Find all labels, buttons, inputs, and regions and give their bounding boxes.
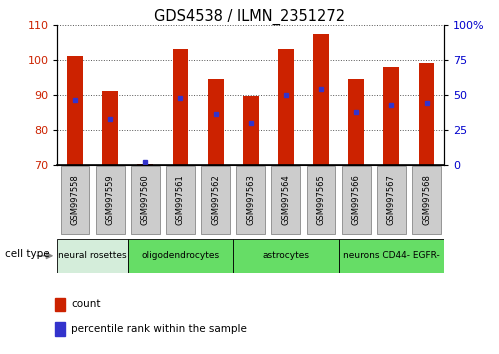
- Text: GSM997568: GSM997568: [422, 175, 431, 225]
- Text: GSM997559: GSM997559: [106, 175, 115, 225]
- Bar: [313, 34, 329, 165]
- Bar: [243, 96, 258, 165]
- Text: GSM997558: GSM997558: [70, 175, 79, 225]
- Bar: [208, 79, 224, 165]
- FancyBboxPatch shape: [233, 239, 339, 273]
- Text: GSM997561: GSM997561: [176, 175, 185, 225]
- Text: GSM997565: GSM997565: [316, 175, 325, 225]
- Bar: [102, 91, 118, 165]
- FancyBboxPatch shape: [377, 166, 406, 234]
- FancyBboxPatch shape: [412, 166, 441, 234]
- Text: cell type: cell type: [5, 249, 49, 259]
- Text: neurons CD44- EGFR-: neurons CD44- EGFR-: [343, 251, 440, 260]
- Text: percentile rank within the sample: percentile rank within the sample: [71, 324, 247, 334]
- Bar: [278, 49, 294, 165]
- FancyBboxPatch shape: [237, 166, 265, 234]
- Text: GDS4538 / ILMN_2351272: GDS4538 / ILMN_2351272: [154, 9, 345, 25]
- Text: GSM997562: GSM997562: [211, 175, 220, 225]
- Bar: [419, 63, 435, 165]
- FancyBboxPatch shape: [131, 166, 160, 234]
- Bar: [348, 79, 364, 165]
- FancyBboxPatch shape: [57, 239, 128, 273]
- FancyBboxPatch shape: [128, 239, 233, 273]
- Text: oligodendrocytes: oligodendrocytes: [141, 251, 220, 260]
- Bar: [55, 297, 65, 311]
- FancyBboxPatch shape: [166, 166, 195, 234]
- FancyBboxPatch shape: [96, 166, 125, 234]
- Bar: [55, 322, 65, 336]
- Text: GSM997560: GSM997560: [141, 175, 150, 225]
- FancyBboxPatch shape: [60, 166, 89, 234]
- Text: neural rosettes: neural rosettes: [58, 251, 127, 260]
- Bar: [67, 56, 83, 165]
- Bar: [173, 49, 188, 165]
- Text: GSM997563: GSM997563: [246, 175, 255, 225]
- Text: GSM997564: GSM997564: [281, 175, 290, 225]
- Text: count: count: [71, 299, 101, 309]
- Bar: [137, 164, 153, 165]
- Bar: [383, 67, 399, 165]
- FancyBboxPatch shape: [307, 166, 335, 234]
- Text: astrocytes: astrocytes: [262, 251, 309, 260]
- Text: GSM997567: GSM997567: [387, 175, 396, 225]
- FancyBboxPatch shape: [271, 166, 300, 234]
- FancyBboxPatch shape: [342, 166, 371, 234]
- FancyBboxPatch shape: [339, 239, 444, 273]
- FancyBboxPatch shape: [201, 166, 230, 234]
- Text: GSM997566: GSM997566: [352, 175, 361, 225]
